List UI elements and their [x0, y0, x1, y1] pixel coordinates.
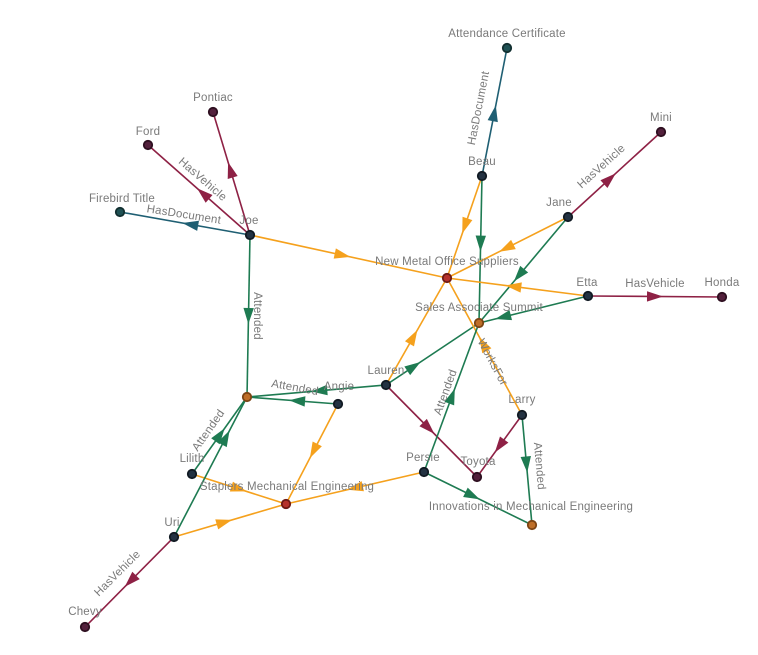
arrowhead-jane-mini	[600, 173, 616, 188]
node-uri[interactable]	[168, 531, 180, 543]
arrowhead-persie-innovations-in-mechanical-engineering	[463, 487, 480, 500]
node-innovations-in-mechanical-engineering[interactable]	[526, 519, 538, 531]
arrowhead-persie-sales-associate-summit	[444, 388, 455, 406]
node-mini[interactable]	[655, 126, 667, 138]
arrowhead-joe-ford	[197, 188, 213, 203]
edge-label-etta-honda: HasVehicle	[625, 278, 685, 290]
node-label-ford: Ford	[136, 126, 160, 138]
arrowhead-joe-firebird-title	[182, 220, 199, 231]
node-honda[interactable]	[716, 291, 728, 303]
arrowhead-lauren-toyota	[419, 418, 435, 434]
arrowhead-joe-event-unlabeled	[243, 307, 254, 324]
node-label-chevy: Chevy	[68, 606, 102, 618]
node-label-angie: Angie	[324, 381, 354, 393]
node-label-beau: Beau	[468, 156, 496, 168]
node-label-pontiac: Pontiac	[193, 92, 233, 104]
node-label-new-metal-office-suppliers: New Metal Office Suppliers	[375, 256, 519, 268]
edge-labels-layer: HasVehicleHasDocumentAttendedHasDocument…	[92, 70, 684, 599]
arrowhead-larry-innovations-in-mechanical-engineering	[520, 456, 531, 473]
node-label-firebird-title: Firebird Title	[89, 193, 155, 205]
arrowhead-lauren-sales-associate-summit	[404, 361, 421, 376]
node-label-innovations-in-mechanical-engineering: Innovations in Mechanical Engineering	[429, 501, 633, 513]
node-labels-layer: Attendance Certificate Pontiac Ford Mini Fir…	[68, 28, 740, 618]
node-label-joe: Joe	[239, 215, 258, 227]
node-etta[interactable]	[582, 290, 594, 302]
edge-label-jane-mini: HasVehicle	[576, 142, 628, 191]
arrowhead-joe-pontiac	[227, 162, 238, 179]
edge-label-beau-attendance-certificate: HasDocument	[466, 70, 492, 147]
arrowhead-etta-honda	[646, 291, 663, 302]
arrowhead-larry-toyota	[494, 436, 509, 453]
arrowhead-lilith-event-unlabeled	[211, 428, 225, 445]
node-firebird-title[interactable]	[114, 206, 126, 218]
arrowhead-uri-staplers-mechanical-engineering	[215, 519, 233, 530]
arrowhead-joe-new-metal-office-suppliers	[333, 248, 351, 259]
node-chevy[interactable]	[79, 621, 91, 633]
node-label-jane: Jane	[546, 197, 572, 209]
arrowhead-lilith-staplers-mechanical-engineering	[229, 481, 247, 492]
node-label-attendance-certificate: Attendance Certificate	[448, 28, 566, 40]
node-staplers-mechanical-engineering[interactable]	[280, 498, 292, 510]
node-label-lilith: Lilith	[180, 453, 205, 465]
node-event-unlabeled[interactable]	[241, 391, 253, 403]
node-lauren[interactable]	[380, 379, 392, 391]
edge-label-larry-new-metal-office-suppliers: WorksFor	[475, 337, 510, 388]
node-label-mini: Mini	[650, 112, 672, 124]
node-pontiac[interactable]	[207, 106, 219, 118]
node-joe[interactable]	[244, 229, 256, 241]
edge-label-uri-chevy: HasVehicle	[92, 548, 143, 599]
nodes-layer	[79, 42, 728, 633]
node-label-uri: Uri	[164, 517, 179, 529]
arrowhead-angie-event-unlabeled	[289, 396, 306, 407]
edge-label-larry-innovations-in-mechanical-engineering: Attended	[531, 442, 547, 491]
arrowheads-layer	[124, 105, 663, 587]
node-lilith[interactable]	[186, 468, 198, 480]
arrowhead-persie-staplers-mechanical-engineering	[347, 481, 364, 492]
node-label-honda: Honda	[705, 277, 740, 289]
arrowhead-etta-sales-associate-summit	[495, 310, 512, 321]
node-label-larry: Larry	[508, 394, 535, 406]
node-label-etta: Etta	[576, 277, 598, 289]
node-attendance-certificate[interactable]	[501, 42, 513, 54]
node-label-lauren: Lauren	[367, 365, 404, 377]
arrowhead-lauren-new-metal-office-suppliers	[404, 329, 418, 347]
node-label-persie: Persie	[406, 452, 440, 464]
edge-lauren-sales-associate-summit	[385, 322, 480, 386]
edge-uri-event-unlabeled	[173, 396, 248, 538]
node-sales-associate-summit[interactable]	[473, 317, 485, 329]
node-label-staplers-mechanical-engineering: Staplers Mechanical Engineering	[200, 481, 374, 493]
node-toyota[interactable]	[471, 471, 483, 483]
edge-label-persie-sales-associate-summit: Attended	[432, 368, 460, 417]
node-larry[interactable]	[516, 409, 528, 421]
arrowhead-jane-sales-associate-summit	[513, 265, 529, 282]
node-persie[interactable]	[418, 466, 430, 478]
arrowhead-beau-new-metal-office-suppliers	[462, 216, 473, 234]
node-angie[interactable]	[332, 398, 344, 410]
arrowhead-jane-new-metal-office-suppliers	[499, 239, 516, 252]
arrowhead-beau-attendance-certificate	[487, 105, 498, 123]
edges-layer	[84, 47, 723, 628]
node-new-metal-office-suppliers[interactable]	[441, 272, 453, 284]
node-beau[interactable]	[476, 170, 488, 182]
node-jane[interactable]	[562, 211, 574, 223]
arrowhead-uri-event-unlabeled	[217, 430, 230, 448]
node-label-toyota: Toyota	[460, 456, 495, 468]
arrowhead-beau-sales-associate-summit	[475, 235, 486, 252]
arrowhead-larry-new-metal-office-suppliers	[479, 336, 492, 354]
arrowhead-uri-chevy	[124, 571, 140, 587]
edge-label-joe-event-unlabeled: Attended	[251, 292, 263, 340]
arrowhead-angie-staplers-mechanical-engineering	[309, 441, 322, 459]
node-label-sales-associate-summit: Sales Associate Summit	[415, 302, 543, 314]
node-ford[interactable]	[142, 139, 154, 151]
arrowhead-etta-new-metal-office-suppliers	[505, 282, 522, 293]
arrowhead-lauren-event-unlabeled	[311, 384, 328, 396]
